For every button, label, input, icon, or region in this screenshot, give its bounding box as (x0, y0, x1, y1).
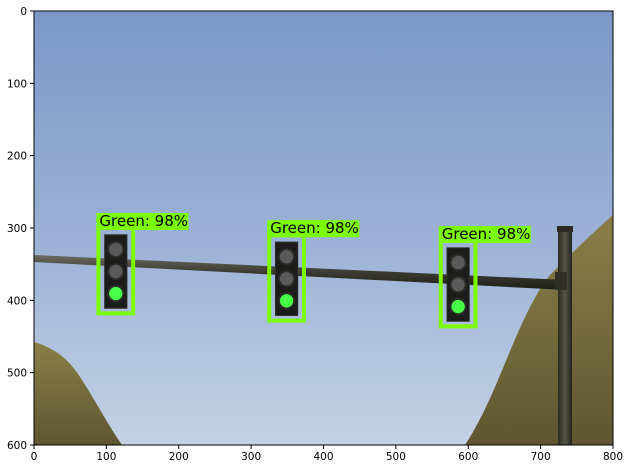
label-background (267, 220, 360, 238)
green-lamp-lit (279, 294, 294, 308)
detection-label: Green: 98% (99, 212, 188, 230)
x-tick-label: 500 (386, 451, 406, 463)
x-tick-label: 100 (96, 451, 116, 463)
yellow-lamp-unlit (109, 264, 123, 279)
label-background (96, 213, 189, 230)
yellow-lamp-unlit (451, 277, 465, 292)
mast-arm (34, 255, 566, 290)
detection-3: Green: 98% (438, 225, 531, 329)
red-lamp-unlit (109, 242, 123, 257)
label-background (438, 226, 531, 244)
x-tick-label: 700 (531, 451, 551, 463)
detection-2: Green: 98% (267, 219, 360, 323)
green-lamp-lit (451, 299, 465, 314)
y-tick-label: 100 (7, 78, 27, 90)
x-tick-label: 800 (603, 451, 623, 463)
y-tick-label: 0 (20, 6, 27, 18)
left-hill (34, 342, 122, 445)
detections-layer: Green: 98% Green: 98% Green: 98% (96, 212, 531, 329)
y-tick-label: 400 (7, 295, 27, 307)
detection-1: Green: 98% (96, 212, 189, 316)
y-tick-label: 200 (7, 151, 27, 163)
signal-pole (558, 226, 572, 445)
y-tick-label: 500 (7, 368, 27, 380)
red-lamp-unlit (279, 250, 294, 264)
x-tick-label: 300 (241, 451, 261, 463)
green-lamp-lit (109, 286, 123, 301)
x-tick-label: 0 (31, 451, 38, 463)
detection-label: Green: 98% (442, 225, 531, 243)
x-axis: 0 100 200 300 400 500 600 700 800 (31, 445, 623, 463)
x-tick-label: 200 (169, 451, 189, 463)
y-tick-label: 300 (7, 223, 27, 235)
y-tick-label: 600 (7, 440, 27, 452)
right-hill (465, 215, 613, 445)
y-axis: 0 100 200 300 400 500 600 (7, 6, 34, 452)
arm-joint (555, 272, 567, 290)
yellow-lamp-unlit (279, 272, 294, 286)
x-tick-label: 400 (313, 451, 333, 463)
detection-label: Green: 98% (270, 219, 359, 237)
red-lamp-unlit (451, 255, 465, 270)
pole-cap (557, 226, 573, 232)
x-tick-label: 600 (458, 451, 478, 463)
